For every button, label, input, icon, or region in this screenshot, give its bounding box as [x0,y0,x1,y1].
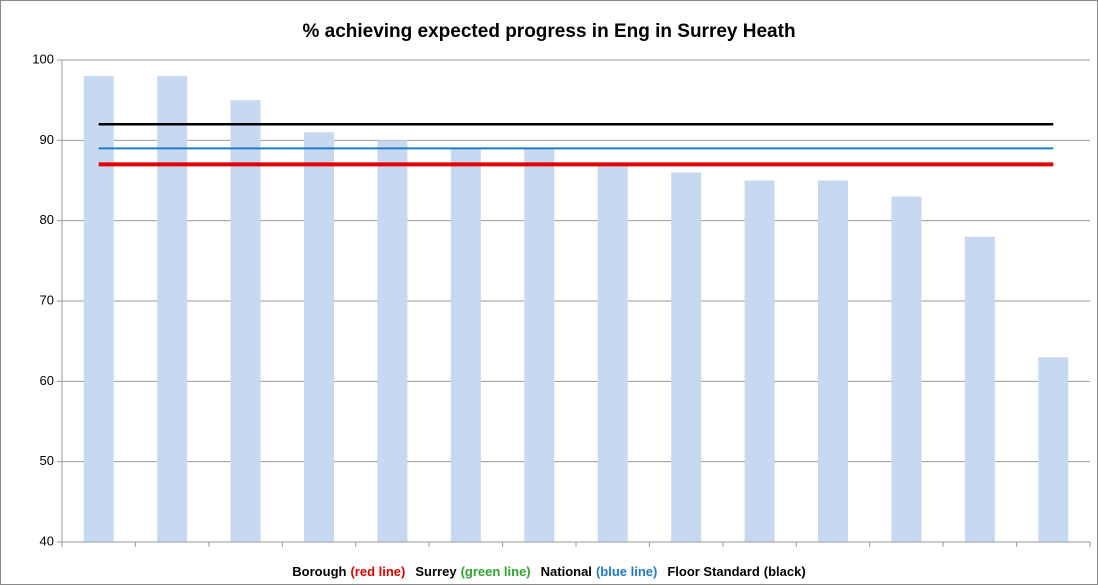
legend: Borough (red line) Surrey (green line) Natio… [292,564,805,579]
bar [83,76,114,543]
bar [818,180,848,542]
y-tick-label: 60 [40,373,54,388]
bar [157,76,188,543]
legend-entry: Surrey [415,564,457,579]
bar [671,172,702,542]
bar [450,148,481,542]
y-tick-label: 100 [32,51,54,66]
legend-entry: Floor Standard [667,564,760,579]
bar [744,180,775,542]
legend-entry: (blue line) [596,564,657,579]
bar [377,140,408,543]
legend-entry: National [541,564,592,579]
bar [597,164,628,542]
bar [891,196,922,543]
y-tick-label: 50 [40,453,54,468]
legend-entry: (green line) [461,564,531,579]
y-tick-label: 40 [40,533,54,548]
bar [230,100,261,543]
legend-entry: (red line) [350,564,405,579]
legend-entry: Borough [292,564,346,579]
legend-entry: (black) [764,564,806,579]
bar [964,236,995,542]
y-tick-label: 80 [40,212,54,227]
y-tick-label: 70 [40,292,54,307]
bar [1038,357,1069,542]
bar [304,132,334,543]
y-tick-label: 90 [40,132,54,147]
bar [524,148,555,542]
chart-title: % achieving expected progress in Eng in … [302,21,795,42]
